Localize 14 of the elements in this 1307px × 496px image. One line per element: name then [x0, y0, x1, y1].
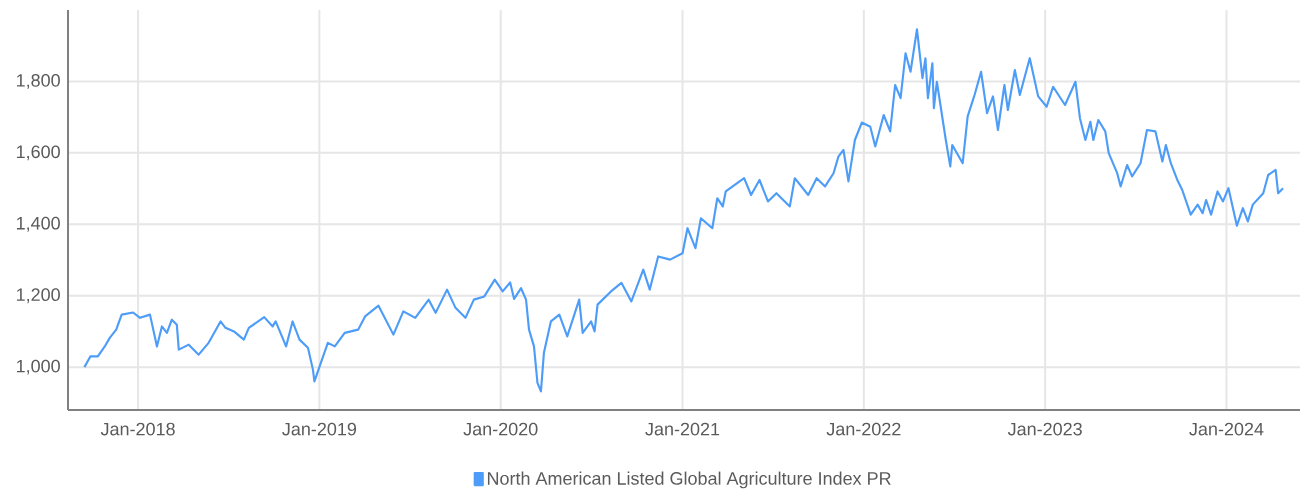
line-series — [83, 28, 1285, 393]
x-tick-label: Jan-2018 — [100, 422, 175, 436]
x-tick-label: Jan-2020 — [463, 422, 538, 436]
x-tick-label: Jan-2021 — [645, 422, 720, 436]
legend-label: North American Listed Global Agriculture Index PR — [487, 471, 891, 489]
y-tick-label: 1,400 — [16, 216, 60, 232]
y-tick-label: 1,800 — [16, 73, 60, 89]
y-tick-label: 1,600 — [16, 145, 60, 161]
y-tick-label: 1,000 — [16, 359, 60, 375]
x-tick-label: Jan-2024 — [1189, 422, 1264, 436]
x-tick-label: Jan-2019 — [282, 422, 357, 436]
x-tick-label: Jan-2023 — [1007, 422, 1082, 436]
x-tick-label: Jan-2022 — [826, 422, 901, 436]
y-tick-label: 1,200 — [16, 288, 60, 304]
